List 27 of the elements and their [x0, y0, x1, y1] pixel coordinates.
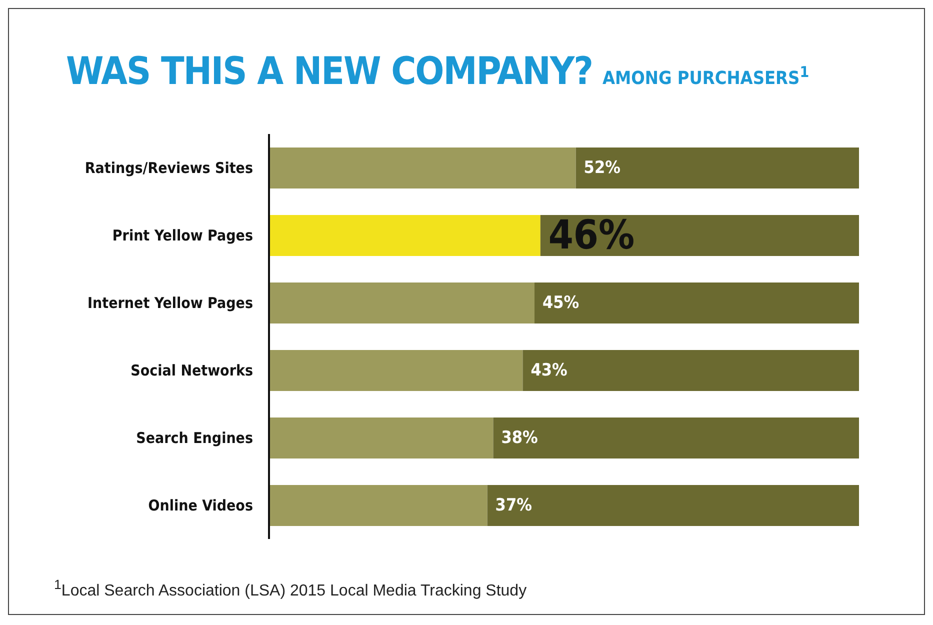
bar	[540, 215, 859, 256]
bar	[269, 215, 540, 256]
bar	[576, 148, 859, 188]
data-label: 43%	[530, 360, 568, 380]
chart-title: WAS THIS A NEW COMPANY?	[66, 49, 592, 93]
bar	[487, 485, 859, 526]
y-tick-label: Social Networks	[130, 362, 253, 380]
bar	[269, 148, 576, 188]
y-tick-label: Search Engines	[136, 429, 253, 448]
text: $^{1}$Local Search Association (LSA) 2015 Local Media Tracking Study	[54, 577, 527, 600]
data-label: 45%	[542, 293, 580, 313]
data-label: 37%	[495, 496, 532, 516]
y-tick-label: Online Videos	[148, 496, 253, 515]
y-tick-label: Internet Yellow Pages	[88, 294, 253, 312]
bar	[522, 350, 859, 391]
bar	[269, 282, 534, 324]
bar	[269, 418, 494, 458]
data-label: 52%	[584, 158, 620, 178]
bar	[269, 350, 523, 391]
bar	[534, 282, 859, 324]
bar	[493, 418, 859, 458]
data-label: 38%	[501, 428, 538, 448]
bar	[269, 485, 488, 526]
y-tick-label: Ratings/Reviews Sites	[84, 159, 253, 178]
y-tick-label: Print Yellow Pages	[112, 226, 253, 245]
chart-subtitle: AMONG PURCHASERS$^{1}$	[602, 63, 810, 89]
data-label: 46%	[548, 212, 635, 258]
